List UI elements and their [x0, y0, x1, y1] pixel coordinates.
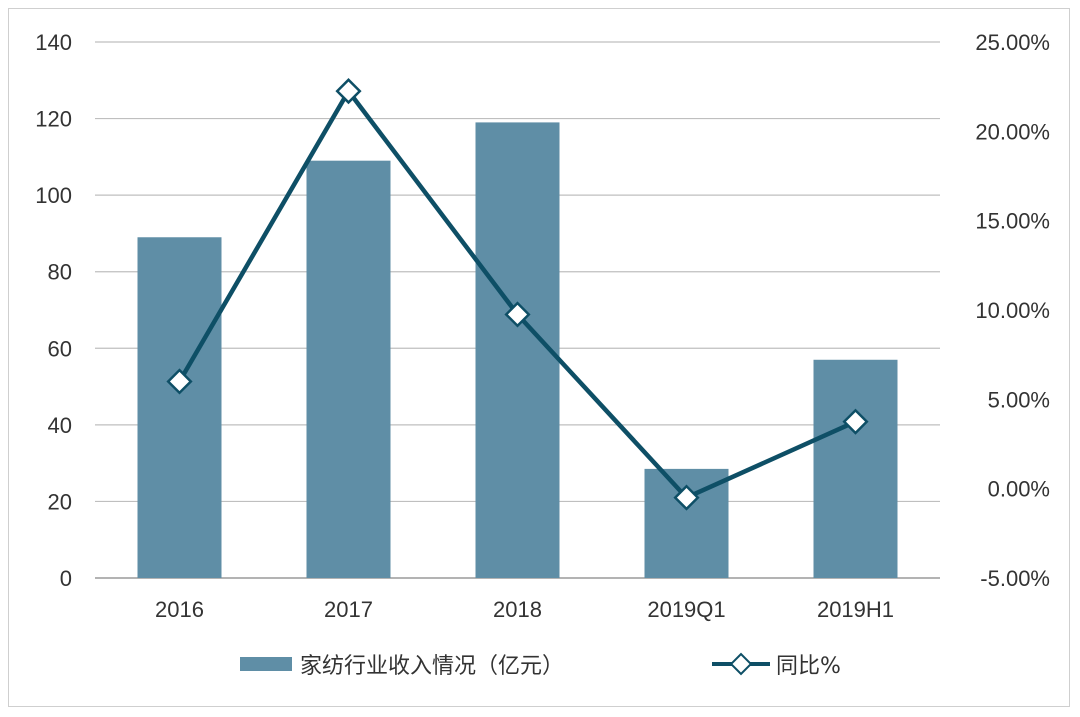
- left-tick-label: 40: [48, 413, 72, 438]
- right-tick-label: -5.00%: [980, 566, 1050, 591]
- yoy-point-2019H1: [842, 408, 869, 435]
- bars: [137, 122, 898, 579]
- right-tick-label: 5.00%: [988, 387, 1050, 412]
- left-tick-label: 100: [35, 183, 72, 208]
- legend: 家纺行业收入情况（亿元） 同比%: [240, 652, 841, 679]
- left-tick-label: 20: [48, 489, 72, 514]
- x-tick-label: 2019H1: [817, 597, 894, 622]
- x-tick-label: 2017: [324, 597, 373, 622]
- right-tick-label: 20.00%: [975, 119, 1050, 144]
- legend-line-label: 同比%: [776, 654, 841, 679]
- x-tick-label: 2018: [493, 597, 542, 622]
- x-axis-ticks: 2016 2017 2018 2019Q1 2019H1: [155, 597, 894, 622]
- right-tick-label: 0.00%: [988, 477, 1050, 502]
- legend-bar-label: 家纺行业收入情况（亿元）: [300, 654, 564, 679]
- x-tick-label: 2016: [155, 597, 204, 622]
- bar-2016: [137, 237, 222, 578]
- bar-2018: [475, 122, 560, 579]
- yoy-point-2019Q1: [673, 484, 700, 511]
- line-series: [166, 78, 869, 511]
- bar-2017: [306, 160, 391, 578]
- right-tick-label: 10.00%: [975, 298, 1050, 323]
- right-tick-label: 25.00%: [975, 30, 1050, 55]
- legend-bar-swatch: [240, 657, 292, 671]
- left-tick-label: 120: [35, 107, 72, 132]
- left-tick-label: 60: [48, 336, 72, 361]
- yoy-point-2017: [335, 78, 362, 105]
- bar-2019H1: [813, 359, 898, 578]
- x-tick-label: 2019Q1: [647, 597, 725, 622]
- left-tick-label: 0: [60, 566, 72, 591]
- left-tick-label: 140: [35, 30, 72, 55]
- yoy-point-2016: [166, 368, 193, 395]
- right-axis-ticks: -5.00% 0.00% 5.00% 10.00% 15.00% 20.00% 25.00%: [975, 30, 1050, 591]
- left-tick-label: 80: [48, 260, 72, 285]
- yoy-point-2018: [504, 301, 531, 328]
- legend-line-marker: [729, 652, 753, 676]
- left-axis-ticks: 0 20 40 60 80 100 120 140: [35, 30, 72, 591]
- right-tick-label: 15.00%: [975, 209, 1050, 234]
